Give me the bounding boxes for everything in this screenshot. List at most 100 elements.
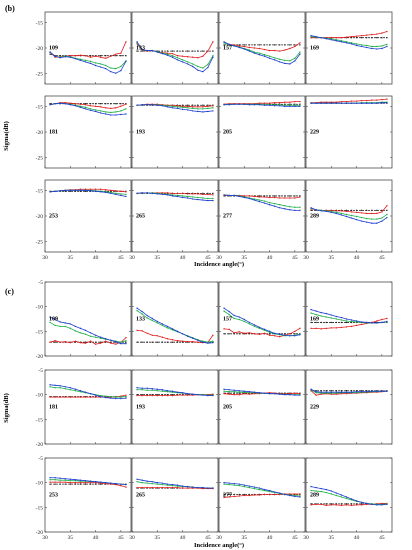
- point-red: [141, 486, 143, 489]
- point-green: [49, 479, 51, 481]
- point-red: [49, 341, 51, 343]
- point-black: [176, 341, 179, 343]
- point-black: [376, 209, 378, 212]
- section-label: (b): [5, 4, 15, 13]
- point-green: [253, 51, 256, 53]
- point-blue: [120, 397, 122, 400]
- point-red: [345, 100, 348, 103]
- point-black: [99, 341, 102, 343]
- point-black: [136, 50, 138, 52]
- point-blue: [99, 481, 102, 483]
- point-blue: [258, 104, 261, 106]
- point-blue: [233, 103, 235, 105]
- point-blue: [74, 479, 77, 481]
- point-green: [171, 105, 174, 107]
- point-red: [325, 327, 327, 330]
- point-blue: [84, 329, 87, 332]
- point-green: [192, 107, 194, 110]
- point-red: [89, 396, 92, 398]
- point-green: [350, 214, 353, 217]
- point-black: [258, 195, 261, 197]
- panel-109: -5 -10 -15 -20 109: [36, 280, 132, 360]
- point-green: [335, 392, 338, 394]
- point-red: [197, 106, 199, 108]
- point-red: [243, 392, 245, 395]
- x-tick-label: 45: [379, 535, 385, 541]
- point-red: [350, 100, 353, 102]
- point-red: [238, 331, 240, 333]
- point-blue: [212, 110, 214, 112]
- point-green: [325, 491, 327, 494]
- point-blue: [105, 67, 107, 70]
- panel-181: -5 -10 -15 -20 181: [36, 368, 132, 448]
- point-black: [330, 390, 332, 392]
- point-blue: [110, 339, 112, 341]
- point-red: [105, 57, 107, 59]
- point-green: [54, 387, 56, 389]
- point-green: [310, 489, 312, 492]
- point-green: [355, 321, 358, 323]
- point-black: [228, 333, 230, 335]
- point-red: [299, 392, 301, 395]
- point-blue: [315, 310, 317, 312]
- point-blue: [192, 337, 194, 339]
- point-green: [366, 44, 368, 47]
- point-blue: [263, 202, 266, 204]
- point-blue: [94, 394, 97, 396]
- series-line-red: [49, 337, 127, 345]
- point-blue: [49, 384, 51, 386]
- point-red: [263, 332, 266, 335]
- point-blue: [171, 56, 174, 58]
- panel-frame: [218, 179, 306, 253]
- point-blue: [371, 390, 373, 392]
- point-green: [330, 392, 332, 394]
- point-red: [120, 395, 122, 397]
- point-blue: [376, 222, 378, 224]
- point-blue: [238, 316, 240, 318]
- x-tick-label: 30: [42, 535, 48, 541]
- y-tick-label: -20: [36, 530, 44, 536]
- point-blue: [350, 102, 353, 104]
- point-red: [49, 481, 51, 483]
- point-red: [273, 493, 276, 496]
- point-black: [294, 103, 296, 105]
- point-blue: [335, 315, 338, 318]
- point-blue: [161, 482, 164, 484]
- point-green: [268, 331, 271, 334]
- point-blue: [64, 189, 66, 191]
- point-blue: [146, 480, 148, 482]
- point-blue: [49, 191, 51, 193]
- x-axis-label: Incidence angle(°): [194, 542, 244, 549]
- point-black: [49, 483, 51, 485]
- point-black: [59, 55, 61, 57]
- point-blue: [181, 485, 184, 487]
- figure-section-c: (c) Sigma(dB) Incidence angle(°) -5 -10 -15 -2…: [3, 280, 393, 549]
- x-tick-label: 40: [93, 255, 99, 261]
- point-red: [335, 37, 338, 39]
- point-blue: [166, 194, 169, 196]
- point-black: [371, 37, 373, 39]
- point-red: [125, 486, 127, 488]
- point-red: [197, 57, 199, 59]
- point-blue: [151, 104, 153, 106]
- point-black: [284, 103, 286, 105]
- point-green: [69, 479, 71, 482]
- point-blue: [350, 43, 353, 45]
- point-red: [176, 340, 179, 342]
- point-blue: [310, 388, 312, 390]
- point-black: [69, 190, 71, 193]
- point-red: [79, 54, 82, 56]
- panel-253: -15 -20 -25 30 35 40 45 253: [36, 179, 132, 261]
- point-blue: [325, 391, 327, 393]
- point-blue: [176, 484, 179, 486]
- point-blue: [223, 307, 225, 309]
- point-red: [345, 36, 348, 38]
- point-red: [340, 504, 343, 507]
- point-blue: [49, 104, 51, 106]
- point-blue: [279, 61, 281, 63]
- point-red: [350, 211, 353, 213]
- point-blue: [110, 114, 112, 116]
- point-green: [136, 480, 138, 483]
- point-green: [69, 327, 71, 330]
